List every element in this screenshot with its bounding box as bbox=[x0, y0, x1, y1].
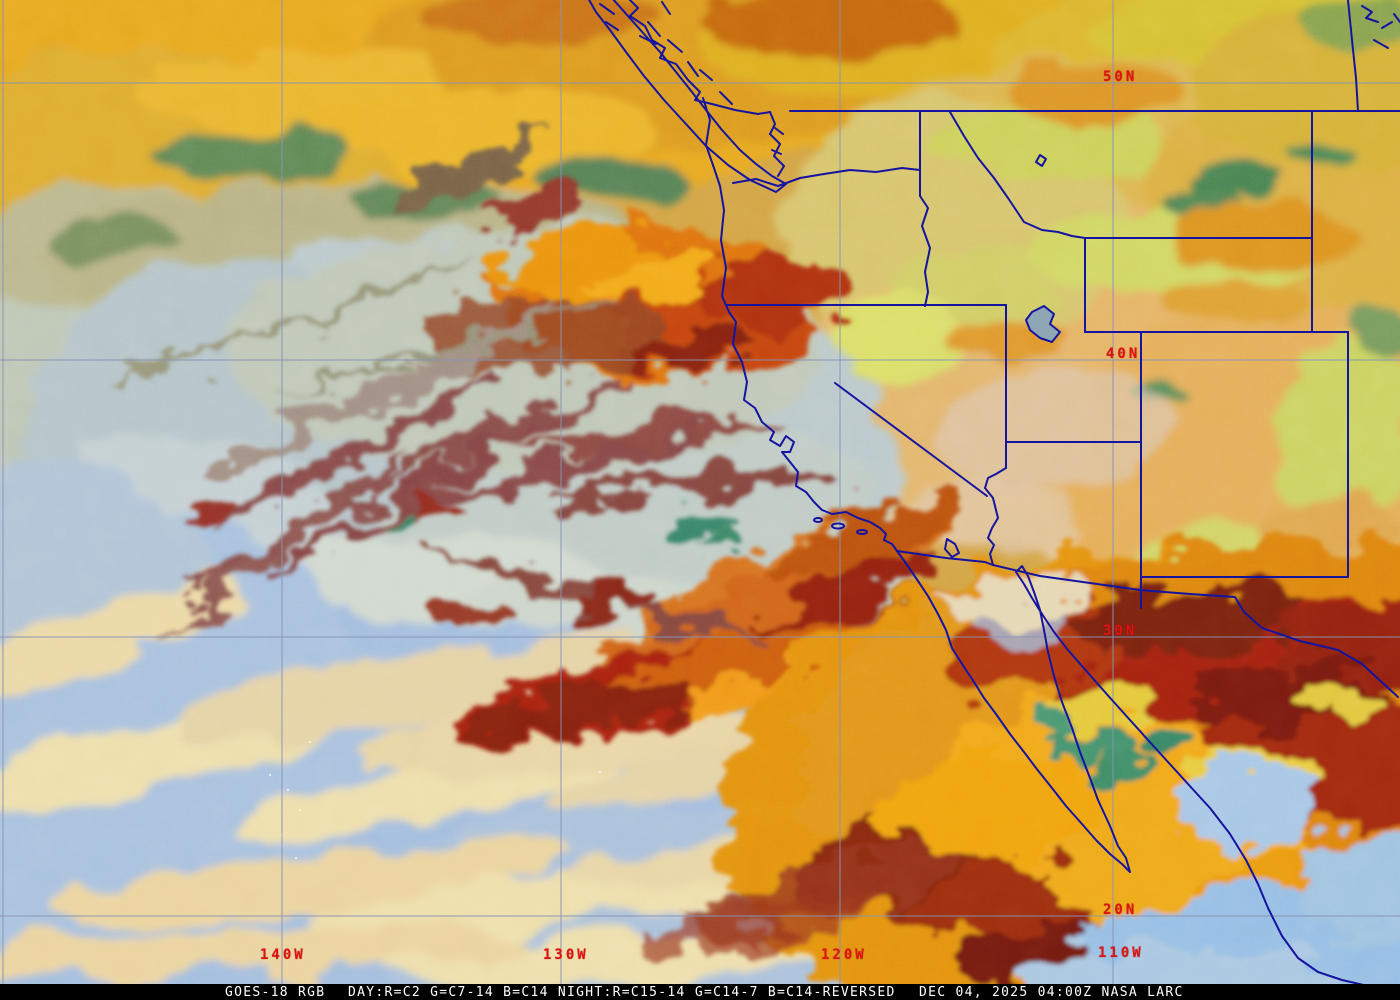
lat-label-20n: 20N bbox=[1103, 902, 1138, 918]
wa-or-border bbox=[732, 167, 921, 187]
status-product-label: GOES-18 RGB bbox=[225, 985, 326, 1000]
status-timestamp-credit: DEC 04, 2025 04:00Z NASA LARC bbox=[919, 985, 1184, 1000]
lat-label-40n: 40N bbox=[1106, 346, 1141, 362]
vancouver-island bbox=[587, 0, 787, 193]
us-mexico-border bbox=[896, 550, 1399, 698]
status-bar: GOES-18 RGB DAY:R=C2 G=C7-14 B=C14 NIGHT… bbox=[0, 984, 1400, 1000]
idaho-montana-border bbox=[949, 111, 1086, 239]
status-rgb-recipe-label: DAY:R=C2 G=C7-14 B=C14 NIGHT:R=C15-14 G=… bbox=[348, 985, 896, 1000]
pacific-coastline bbox=[702, 97, 1364, 984]
idaho-west-border bbox=[919, 110, 931, 307]
channel-islands bbox=[813, 517, 868, 535]
california-nevada-diagonal bbox=[834, 382, 988, 497]
flathead-lake bbox=[1035, 154, 1047, 167]
lon-label-140w: 140W bbox=[260, 947, 306, 963]
coastlines-borders bbox=[587, 0, 1400, 984]
lat-label-50n: 50N bbox=[1103, 69, 1138, 85]
great-salt-lake bbox=[1025, 305, 1061, 343]
puget-sound bbox=[769, 111, 785, 177]
lon-label-120w: 120W bbox=[821, 947, 867, 963]
salton-sea bbox=[944, 538, 960, 558]
colorado-river-border bbox=[984, 467, 1007, 566]
alberta-sask-border bbox=[1347, 0, 1359, 112]
lon-label-110w: 110W bbox=[1098, 945, 1144, 961]
canada-lakes bbox=[1361, 5, 1400, 49]
lon-label-130w: 130W bbox=[543, 947, 589, 963]
lat-label-30n: 30N bbox=[1103, 623, 1138, 639]
bc-coastline bbox=[628, 0, 771, 115]
